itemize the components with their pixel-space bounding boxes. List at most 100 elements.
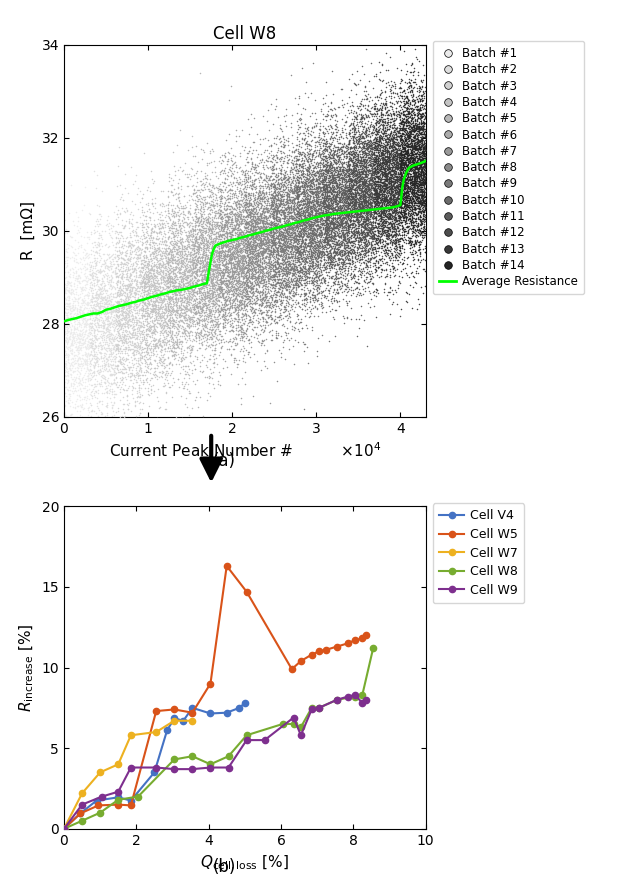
Point xyxy=(342,165,352,179)
Point xyxy=(106,346,116,360)
Point xyxy=(214,258,225,272)
Point xyxy=(333,183,344,197)
Point xyxy=(360,124,370,138)
Point xyxy=(390,210,401,224)
Point xyxy=(415,194,425,208)
Point xyxy=(275,270,285,284)
Point xyxy=(152,276,163,290)
Point xyxy=(305,222,316,237)
Point xyxy=(302,254,312,269)
Point xyxy=(409,171,419,185)
Point xyxy=(340,240,350,254)
Point xyxy=(373,123,383,137)
Point xyxy=(219,258,229,272)
Point xyxy=(374,179,384,194)
Point xyxy=(368,208,378,222)
Point xyxy=(324,196,334,211)
Point xyxy=(166,343,177,358)
Point xyxy=(195,260,205,274)
Point xyxy=(168,250,178,264)
Point xyxy=(253,314,263,329)
Point xyxy=(147,196,157,211)
Point xyxy=(360,211,371,226)
Point xyxy=(411,228,421,243)
Point xyxy=(138,298,148,313)
Point xyxy=(393,177,403,192)
Point xyxy=(273,238,284,253)
Point xyxy=(373,224,383,238)
Point xyxy=(334,246,344,260)
Point xyxy=(353,160,364,175)
Point xyxy=(405,124,415,138)
Point xyxy=(335,192,345,206)
Point xyxy=(285,193,295,207)
Point xyxy=(164,291,174,306)
Point xyxy=(95,329,105,343)
Point xyxy=(262,198,272,212)
Point xyxy=(204,217,214,231)
Point xyxy=(112,358,122,373)
Point xyxy=(324,137,335,151)
Point xyxy=(150,332,161,346)
Point xyxy=(211,273,221,288)
Point xyxy=(285,185,296,200)
Point xyxy=(348,241,358,255)
Point xyxy=(301,164,312,178)
Point xyxy=(246,340,256,354)
Point xyxy=(195,355,205,369)
Point xyxy=(259,226,269,240)
Point xyxy=(285,280,295,294)
Point xyxy=(266,236,276,250)
Point xyxy=(296,221,307,236)
Point xyxy=(219,224,229,238)
Point xyxy=(389,220,399,235)
Point xyxy=(179,311,189,325)
Point xyxy=(183,204,193,219)
Point xyxy=(353,201,363,215)
Point xyxy=(128,208,138,222)
Point xyxy=(374,209,384,223)
Point xyxy=(355,168,365,183)
Point xyxy=(119,257,129,271)
Point xyxy=(143,282,153,297)
Point xyxy=(340,259,351,273)
Point xyxy=(92,332,102,347)
Point xyxy=(336,159,346,174)
Point xyxy=(361,42,371,56)
Point xyxy=(284,177,294,191)
Point xyxy=(287,175,298,189)
Point xyxy=(91,285,101,299)
Point xyxy=(420,129,430,143)
Point xyxy=(211,245,221,259)
Point xyxy=(268,246,278,261)
Point xyxy=(278,232,288,246)
Point xyxy=(211,211,221,226)
Point xyxy=(358,130,368,144)
Point xyxy=(94,365,104,379)
Point xyxy=(261,210,271,224)
Point xyxy=(127,224,137,238)
Point xyxy=(191,307,201,322)
Point xyxy=(92,332,102,347)
Point xyxy=(192,298,202,313)
Point xyxy=(362,179,372,194)
Point xyxy=(410,134,420,149)
Point xyxy=(116,225,126,239)
Point xyxy=(318,153,328,168)
Point xyxy=(315,121,325,135)
Point xyxy=(191,197,202,211)
Point xyxy=(285,222,296,237)
Point xyxy=(152,306,163,321)
Point xyxy=(330,144,340,159)
Point xyxy=(384,153,394,168)
Point xyxy=(306,168,316,182)
Point xyxy=(364,191,374,205)
Point xyxy=(287,261,298,275)
Point xyxy=(384,122,394,136)
Point xyxy=(247,254,257,269)
Point xyxy=(305,174,315,188)
Point xyxy=(276,243,286,257)
Point xyxy=(257,336,267,350)
Point xyxy=(300,176,310,190)
Point xyxy=(362,168,372,182)
